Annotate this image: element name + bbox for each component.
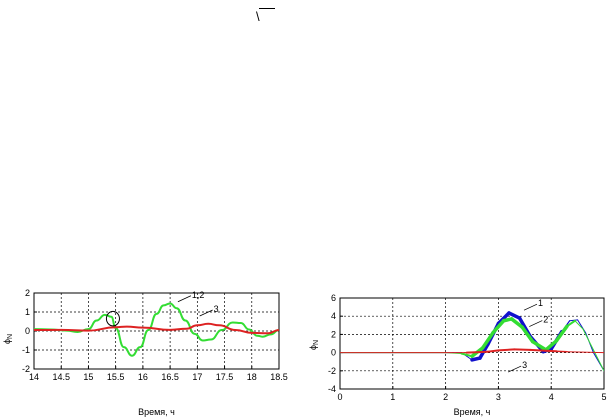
top-backslash: \: [256, 9, 260, 24]
series-2-segment: [554, 324, 569, 343]
series-2-segment: [460, 352, 473, 358]
x-axis-label: Время, ч: [138, 407, 175, 417]
series-2-segment: [530, 339, 548, 352]
tick-label-x: 18: [247, 372, 257, 382]
tick-label-y: -4: [328, 384, 336, 394]
annotation-label: 1,2: [192, 290, 205, 300]
x-axis-label: Время, ч: [454, 407, 491, 417]
tick-label-x: 17.5: [216, 372, 234, 382]
series-1-line: [34, 302, 279, 357]
tick-label-y: 6: [331, 293, 336, 303]
tick-label-x: 0: [337, 392, 342, 402]
tick-label-x: 5: [601, 392, 606, 402]
plot-frame: [339, 297, 605, 390]
y-axis-label: ϕN: [2, 334, 14, 344]
top-overline: [259, 8, 275, 9]
tick-label-x: 4: [549, 392, 554, 402]
circle-marker: [105, 310, 120, 327]
series-2-segment: [491, 319, 506, 335]
annotation-label: 3: [214, 304, 219, 314]
tick-label-x: 14.5: [52, 372, 70, 382]
tick-label-x: 15: [83, 372, 93, 382]
tick-label-y: 0: [331, 348, 336, 358]
y-axis-label: ϕN: [308, 340, 320, 350]
tick-label-x: 15.5: [107, 372, 125, 382]
chart-left: 14 14.5 15 15.5 16 16.5 17 17.5 18 18.5 -2 -1 0 1 2 1,2…: [2, 288, 288, 417]
annotation-leader: [177, 295, 192, 303]
series-3-segment: [465, 350, 489, 354]
tick-label-x: 18.5: [270, 372, 288, 382]
series-3-segment: [529, 348, 547, 352]
series-3-segment: [486, 349, 500, 353]
series-2-segment: [480, 330, 495, 350]
series-1-segment: [496, 311, 511, 326]
tick-label-x: 17: [192, 372, 202, 382]
annotation-leader: [199, 309, 213, 317]
series-1-segment: [507, 311, 522, 320]
series-2-segment: [520, 325, 535, 344]
tick-label-x: 14: [29, 372, 39, 382]
annotation-leader: [529, 320, 543, 327]
tick-label-y: -1: [22, 345, 30, 355]
annotation-leader: [523, 303, 538, 311]
tick-label-x: 1: [390, 392, 395, 402]
series-group: [34, 302, 279, 357]
series-1-segment: [569, 319, 579, 322]
annotation-label: 2: [543, 315, 548, 325]
series-2-segment: [566, 319, 576, 328]
series-2-segment: [509, 317, 524, 329]
series-2-segment: [544, 339, 559, 352]
tick-label-y: 4: [331, 311, 336, 321]
tick-label-y: 2: [331, 329, 336, 339]
tick-label-y: 2: [25, 288, 30, 298]
tick-label-x: 3: [496, 392, 501, 402]
series-2-segment: [582, 328, 594, 351]
tick-label-x: 16.5: [161, 372, 179, 382]
tick-label-y: 0: [25, 326, 30, 336]
series-3-segment: [497, 348, 516, 352]
tick-label-y: -2: [328, 366, 336, 376]
tick-label-x: 16: [138, 372, 148, 382]
annotation-label: 3: [522, 360, 527, 370]
tick-label-x: 2: [443, 392, 448, 402]
series-2-line: [34, 322, 279, 335]
series-group: [340, 311, 604, 372]
annotation-leader: [507, 365, 522, 373]
annotation-label: 1: [538, 298, 543, 308]
series-2-segment: [574, 320, 584, 330]
series-2-segment: [592, 349, 604, 372]
tick-label-y: 1: [25, 307, 30, 317]
tick-label-y: -2: [22, 364, 30, 374]
